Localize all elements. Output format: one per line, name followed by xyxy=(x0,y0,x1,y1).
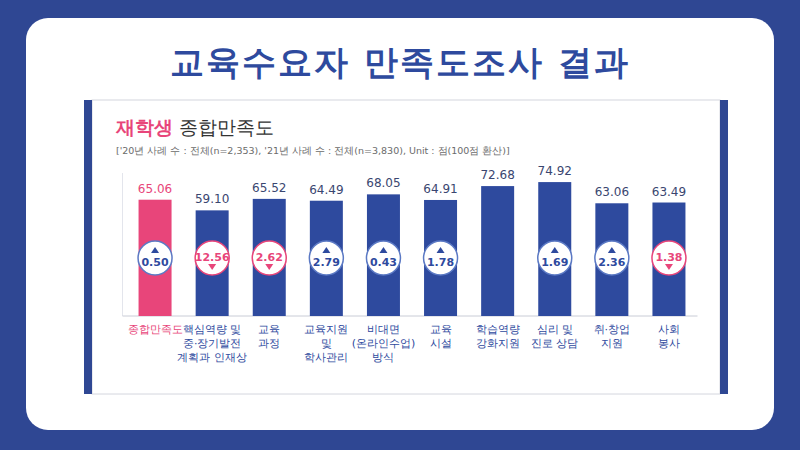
change-label: 0.43 xyxy=(370,256,397,269)
bar xyxy=(367,194,400,316)
category-label: 종합만족도 xyxy=(128,323,183,336)
category-label-line: 교육 xyxy=(258,323,280,336)
chart-panel xyxy=(92,100,720,394)
y-axis-line xyxy=(122,173,123,316)
chart-title-highlight: 재학생 xyxy=(115,116,173,138)
category-label-line: (온라인수업) xyxy=(352,337,416,350)
category-label-line: 핵심역량 및 xyxy=(183,323,242,336)
change-badge xyxy=(366,241,400,275)
category-label-line: 종합만족도 xyxy=(128,323,183,336)
bar xyxy=(424,200,457,316)
change-badge xyxy=(195,241,229,275)
category-label-line: 과정 xyxy=(258,337,280,350)
bar xyxy=(538,182,571,316)
bar xyxy=(595,203,628,316)
change-badge xyxy=(252,241,286,275)
change-badge xyxy=(652,241,686,275)
slide: 교육수요자 만족도조사 결과재학생 종합만족도 ['20년 사례 수 : 전체(n… xyxy=(0,0,800,450)
change-arrow-up xyxy=(551,247,559,253)
category-label: 학습역량강화지원 xyxy=(476,323,520,350)
chart-subtitle: ['20년 사례 수 : 전체(n=2,353), '21년 사례 수 : 전체… xyxy=(116,145,510,156)
change-badge xyxy=(595,241,629,275)
change-arrow-up xyxy=(608,247,616,253)
data-label: 72.68 xyxy=(480,168,514,182)
change-arrow-down xyxy=(265,264,273,270)
change-arrow-up xyxy=(151,247,159,253)
change-arrow-up xyxy=(379,247,387,253)
category-label: 핵심역량 및중·장기발전계획과 인재상 xyxy=(177,323,247,364)
change-label: 12.56 xyxy=(195,251,230,264)
change-badge xyxy=(138,241,172,275)
category-label: 교육시설 xyxy=(430,323,452,350)
bar xyxy=(652,203,685,316)
data-label: 65.52 xyxy=(252,181,286,195)
change-label: 1.78 xyxy=(427,256,454,269)
category-label-line: 교육 xyxy=(430,323,452,336)
chart-title-rest: 종합만족도 xyxy=(173,116,274,138)
category-label: 교육과정 xyxy=(258,323,280,350)
chart-title: 재학생 종합만족도 xyxy=(115,116,274,138)
data-label: 63.06 xyxy=(595,185,629,199)
category-label-line: 심리 및 xyxy=(537,323,574,336)
change-arrow-down xyxy=(665,264,673,270)
change-label: 2.36 xyxy=(598,256,625,269)
background xyxy=(0,0,800,450)
change-label: 0.50 xyxy=(141,256,168,269)
category-label-line: 및 xyxy=(321,337,332,350)
category-label-line: 교육지원 xyxy=(304,323,348,336)
change-badge xyxy=(424,241,458,275)
bars xyxy=(139,182,686,316)
category-label-line: 비대면 xyxy=(367,323,400,336)
data-label: 65.06 xyxy=(138,182,172,196)
category-label-line: 학사관리 xyxy=(304,351,348,364)
change-label: 1.38 xyxy=(655,251,682,264)
change-arrow-up xyxy=(437,247,445,253)
data-label: 68.05 xyxy=(366,176,400,190)
bar xyxy=(310,201,343,316)
panel-side-right xyxy=(720,100,728,394)
data-label: 74.92 xyxy=(538,164,572,178)
category-label: 교육지원및학사관리 xyxy=(304,323,348,364)
change-arrow-up xyxy=(322,247,330,253)
change-badge xyxy=(538,241,572,275)
category-label-line: 중·장기발전 xyxy=(183,337,242,350)
category-label-line: 방식 xyxy=(372,351,394,364)
bar xyxy=(253,199,286,316)
category-label-line: 진로 상담 xyxy=(531,337,579,350)
category-label-line: 취·창업 xyxy=(594,323,631,336)
category-label: 비대면(온라인수업)방식 xyxy=(352,323,416,364)
panel-side-left xyxy=(84,100,92,394)
change-label: 2.79 xyxy=(313,256,340,269)
bar xyxy=(481,186,514,316)
category-label-line: 계획과 인재상 xyxy=(177,351,247,364)
data-label: 64.49 xyxy=(309,183,343,197)
category-label-line: 지원 xyxy=(601,337,623,350)
category-label: 사회봉사 xyxy=(658,323,680,350)
category-label-line: 학습역량 xyxy=(476,323,520,336)
category-label: 취·창업지원 xyxy=(594,323,631,350)
category-label-line: 봉사 xyxy=(658,337,680,350)
category-label-line: 강화지원 xyxy=(476,337,520,350)
card xyxy=(26,18,774,430)
data-label: 63.49 xyxy=(652,185,686,199)
labels: 65.06 0.50 종합만족도 59.10 12.56 핵심역량 및중·장기발전계획과 … xyxy=(128,164,687,364)
data-label: 59.10 xyxy=(195,192,229,206)
bar xyxy=(139,200,172,316)
change-label: 2.62 xyxy=(256,251,283,264)
category-label-line: 시설 xyxy=(430,337,452,350)
change-label: 1.69 xyxy=(541,256,568,269)
change-badge xyxy=(309,241,343,275)
category-label-line: 사회 xyxy=(658,323,680,336)
data-label: 64.91 xyxy=(423,182,457,196)
page-title: 교육수요자 만족도조사 결과 xyxy=(170,42,630,82)
category-label: 심리 및진로 상담 xyxy=(531,323,579,350)
change-arrow-down xyxy=(208,264,216,270)
